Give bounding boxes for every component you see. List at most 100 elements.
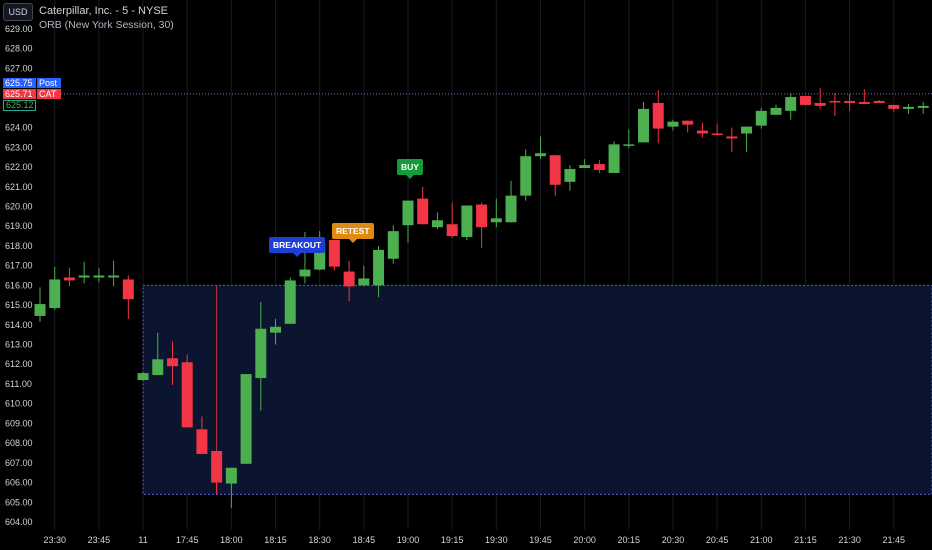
y-tick-label: 611.00 — [5, 379, 32, 389]
x-tick-label: 18:15 — [264, 535, 287, 545]
candle-up — [785, 97, 797, 111]
x-tick-label: 21:45 — [882, 535, 905, 545]
candle-up — [505, 195, 517, 223]
y-tick-label: 612.00 — [5, 359, 33, 369]
y-tick-label: 628.00 — [5, 44, 33, 54]
candle-up — [34, 304, 46, 316]
close-price-value: 625.12 — [3, 100, 36, 111]
candle-down — [844, 100, 856, 103]
candle-up — [284, 280, 296, 324]
candle-down — [888, 104, 900, 109]
candle-up — [608, 144, 620, 173]
y-tick-label: 629.00 — [5, 24, 33, 34]
y-tick-label: 619.00 — [5, 221, 33, 231]
candle-up — [902, 106, 914, 109]
breakout-signal-label: BREAKOUT — [269, 237, 326, 257]
post-price-label: Post — [36, 78, 61, 88]
y-tick-label: 627.00 — [5, 63, 33, 73]
candle-up — [534, 153, 546, 157]
candle-up — [402, 200, 414, 226]
post-price-value: 625.75 — [3, 78, 36, 88]
candle-up — [490, 218, 502, 223]
candle-up — [314, 242, 326, 270]
y-tick-label: 617.00 — [5, 261, 33, 271]
candle-up — [431, 220, 443, 228]
x-tick-label: 20:00 — [573, 535, 596, 545]
candle-down — [122, 279, 134, 300]
candle-down — [873, 100, 885, 103]
y-tick-label: 621.00 — [5, 182, 33, 192]
candle-up — [255, 328, 267, 379]
x-tick-label: 23:30 — [43, 535, 66, 545]
x-tick-label: 19:00 — [397, 535, 420, 545]
y-tick-label: 608.00 — [5, 438, 33, 448]
x-tick-label: 21:00 — [750, 535, 773, 545]
candle-up — [387, 231, 399, 259]
candle-down — [196, 429, 208, 454]
candle-up — [667, 121, 679, 127]
y-tick-label: 616.00 — [5, 280, 33, 290]
x-tick-label: 23:45 — [88, 535, 111, 545]
x-tick-label: 21:15 — [794, 535, 817, 545]
candle-down — [417, 198, 429, 225]
y-tick-label: 620.00 — [5, 201, 33, 211]
retest-signal-label: RETEST — [332, 223, 374, 243]
y-tick-label: 604.00 — [5, 517, 33, 527]
x-tick-label: 18:45 — [353, 535, 376, 545]
candle-up — [152, 359, 164, 376]
y-tick-label: 607.00 — [5, 458, 33, 468]
orb-range-box — [142, 284, 932, 495]
candle-up — [358, 278, 370, 286]
candle-up — [564, 169, 576, 182]
candle-down — [711, 133, 723, 136]
currency-button[interactable]: USD — [3, 3, 33, 21]
x-tick-label: 19:45 — [529, 535, 552, 545]
candle-down — [63, 277, 75, 281]
candle-down — [593, 164, 605, 170]
y-tick-label: 615.00 — [5, 300, 33, 310]
candle-down — [211, 451, 223, 483]
indicator-legend[interactable]: ORB (New York Session, 30) — [39, 19, 174, 31]
candle-down — [814, 102, 826, 106]
y-tick-label: 606.00 — [5, 478, 33, 488]
y-tick-label: 610.00 — [5, 399, 33, 409]
x-tick-label: 18:00 — [220, 535, 243, 545]
x-tick-label: 20:30 — [662, 535, 685, 545]
candle-up — [520, 156, 532, 196]
candle-down — [549, 155, 561, 185]
candle-down — [328, 240, 340, 267]
candle-down — [829, 100, 841, 103]
x-tick-label: 19:30 — [485, 535, 508, 545]
last-price-value: 625.71 — [3, 89, 36, 99]
candle-down — [682, 120, 694, 125]
y-tick-label: 613.00 — [5, 340, 33, 350]
candle-up — [638, 108, 650, 143]
candle-up — [917, 105, 929, 108]
buy-signal-label: BUY — [397, 159, 423, 179]
candle-down — [858, 101, 870, 104]
x-tick-label: 21:30 — [838, 535, 861, 545]
candle-down — [799, 96, 811, 105]
candle-up — [579, 165, 591, 169]
candle-down — [476, 204, 488, 228]
candle-up — [49, 279, 61, 309]
x-tick-label: 20:45 — [706, 535, 729, 545]
candle-up — [137, 373, 149, 381]
y-tick-label: 623.00 — [5, 142, 33, 152]
candle-up — [78, 275, 90, 278]
x-tick-label: 19:15 — [441, 535, 464, 545]
last-price-badge: 625.71 CAT — [3, 89, 61, 99]
chart-title: Caterpillar, Inc. - 5 - NYSE — [39, 5, 168, 17]
symbol-label: CAT — [36, 89, 61, 99]
candle-up — [741, 126, 753, 134]
candle-up — [755, 110, 767, 126]
candle-up — [770, 107, 782, 115]
y-tick-label: 622.00 — [5, 162, 33, 172]
candle-up — [270, 326, 282, 333]
candle-down — [181, 362, 193, 428]
candle-up — [108, 275, 120, 278]
candle-up — [461, 205, 473, 238]
candle-down — [696, 130, 708, 134]
candle-up — [225, 467, 237, 484]
